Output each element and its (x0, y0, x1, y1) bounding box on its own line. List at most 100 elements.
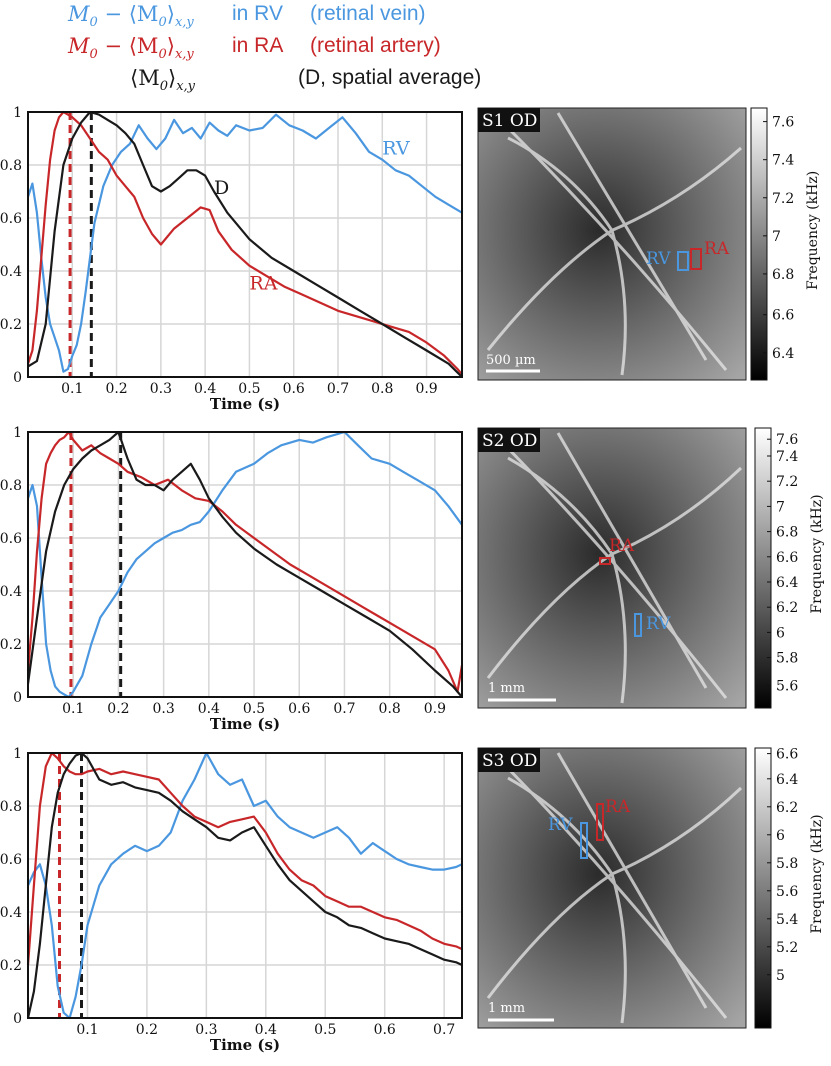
vessel (610, 873, 627, 1024)
x-axis-label: Time (s) (210, 395, 280, 413)
colorbar (754, 747, 772, 1029)
x-tick-label: 0.5 (243, 701, 265, 717)
y-tick-label: 0.6 (0, 531, 22, 547)
scale-bar-label: 1 mm (488, 681, 525, 696)
colorbar-tick-label: 5 (776, 968, 785, 984)
x-tick-label: 0.5 (238, 381, 260, 397)
plot-panel-s2: 0.1 0.2 0.3 0.4 0.5 0.6 0.7 0.8 0.9 0 0.2 0.4 0.6 0.8… (0, 425, 464, 733)
vessel (611, 466, 743, 556)
x-tick-label: 0.4 (255, 1022, 277, 1038)
legend-location: in RV (232, 2, 283, 25)
colorbar (754, 427, 772, 709)
series-label-d: D (214, 177, 229, 199)
colorbar-tick-label: 7 (776, 499, 785, 515)
legend-formula: M0 − ⟨M0⟩x,y (68, 2, 194, 31)
x-tick-label: 0.1 (62, 701, 84, 717)
vessel (507, 776, 614, 875)
series-line-ra (26, 751, 463, 966)
x-tick-label: 0.7 (333, 701, 355, 717)
vessel (556, 432, 708, 689)
vessel (507, 136, 614, 232)
legend-location: in RA (232, 34, 284, 57)
colorbar (750, 107, 768, 381)
axes-frame (27, 431, 463, 698)
series-line-d (26, 430, 463, 698)
legend-description: (D, spatial average) (298, 66, 482, 89)
x-tick-label: 0.4 (198, 701, 220, 717)
colorbar-tick-label: 6.4 (772, 346, 794, 362)
vessel-pattern (486, 112, 742, 376)
colorbar-tick-label: 6.6 (776, 747, 798, 763)
colorbar-tick-label: 5.8 (776, 651, 798, 667)
colorbar-tick-label: 7.4 (772, 153, 794, 169)
colorbar-tick-label: 5.6 (776, 679, 798, 695)
colorbar-tick-label: 7.4 (776, 449, 798, 465)
fundus-image-panel-s2: S2 OD RA RV 1 mm 7.67.4 7.2 7 6.8 6.6 6.4 6.2 6 5.8 5… (477, 427, 825, 709)
x-tick-label: 0.6 (374, 1022, 396, 1038)
scale-bar-label: 500 µm (486, 353, 536, 368)
y-tick-label: 0.8 (0, 799, 22, 815)
series-line-rv (26, 751, 463, 1020)
y-tick-label: 1 (13, 105, 22, 121)
x-tick-label: 0.3 (152, 701, 174, 717)
colorbar-tick-label: 5.4 (776, 912, 798, 928)
fundus-image-panel-s3: S3 OD RA RV 1 mm 6.6 6.4 6.2 6 5.8 5.6 5.4 5.2 5 Freq… (477, 747, 825, 1029)
x-tick-label: 0.3 (195, 1022, 217, 1038)
panel-label: S1 OD (482, 111, 537, 131)
roi-label-ra: RA (609, 536, 635, 556)
colorbar-tick-label: 7 (772, 229, 781, 245)
image-frame (477, 107, 747, 381)
colorbar-tick-label: 6.6 (776, 550, 798, 566)
colorbar-title: Frequency (kHz) (805, 171, 821, 290)
x-tick-label: 0.2 (105, 381, 127, 397)
vessel-pattern (486, 752, 743, 1024)
y-tick-label: 0.2 (0, 958, 22, 974)
series-line-d (27, 110, 463, 378)
figure-legend: M0 − ⟨M0⟩x,y in RV (retinal vein) M0 − ⟨… (0, 0, 831, 100)
x-axis-label: Time (s) (210, 1036, 280, 1054)
colorbar-tick-label: 7.6 (772, 115, 794, 131)
vessel (507, 456, 614, 555)
scale-bar-label: 1 mm (488, 1001, 525, 1016)
x-tick-label: 0.1 (76, 1022, 98, 1038)
roi-box-ra (690, 248, 702, 270)
vessel (486, 229, 613, 351)
series-label-ra: RA (249, 273, 277, 295)
panel-label-box (478, 108, 540, 132)
series-label-rv: RV (382, 137, 410, 159)
colorbar-tick-label: 6.4 (776, 772, 798, 788)
colorbar-title: Frequency (kHz) (809, 494, 825, 613)
x-tick-label: 0.9 (424, 701, 446, 717)
roi-label-rv: RV (548, 815, 573, 835)
series-line-ra (26, 110, 463, 376)
vessel (556, 112, 708, 361)
x-tick-label: 0.1 (61, 381, 83, 397)
roi-label-ra: RA (605, 797, 631, 817)
colorbar-tick-label: 7.2 (776, 474, 798, 490)
y-tick-label: 0 (13, 370, 22, 386)
legend-formula: ⟨M0⟩x,y (130, 66, 195, 95)
vessel (486, 872, 613, 999)
panel-label: S3 OD (482, 751, 537, 771)
panel-label: S2 OD (482, 431, 537, 451)
legend-formula: M0 − ⟨M0⟩x,y (68, 34, 194, 63)
y-tick-label: 0.4 (0, 264, 22, 280)
roi-label-ra: RA (704, 239, 730, 259)
x-tick-label: 0.9 (415, 381, 437, 397)
vessel (610, 229, 627, 376)
colorbar-tick-label: 6.2 (776, 600, 798, 616)
x-tick-label: 0.6 (283, 381, 305, 397)
vessel (611, 786, 743, 876)
y-tick-label: 0 (13, 1011, 22, 1027)
roi-box-rv (677, 251, 689, 271)
panel-label-box (478, 748, 540, 772)
colorbar-tick-label: 6.4 (776, 575, 798, 591)
colorbar-tick-label: 6.8 (772, 267, 794, 283)
vessel (556, 752, 708, 1009)
x-tick-label: 0.2 (136, 1022, 158, 1038)
colorbar-tick-label: 6 (776, 625, 785, 641)
colorbar-tick-label: 5.6 (776, 884, 798, 900)
x-tick-label: 0.4 (194, 381, 216, 397)
y-tick-label: 0.2 (0, 637, 22, 653)
series-line-rv (26, 113, 463, 373)
